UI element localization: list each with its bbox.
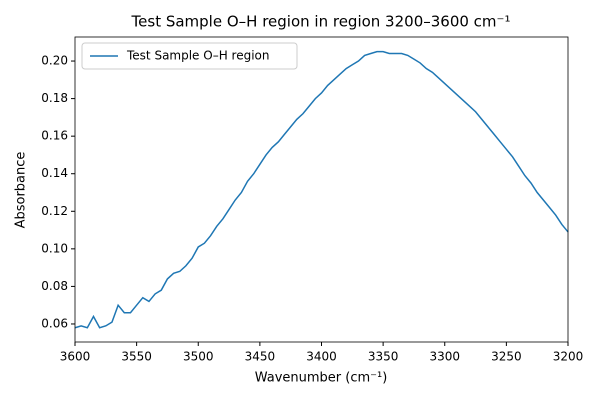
x-tick-label: 3600 xyxy=(60,350,91,364)
y-tick-label: 0.08 xyxy=(41,279,68,293)
y-tick-label: 0.10 xyxy=(41,241,68,255)
y-tick-label: 0.18 xyxy=(41,91,68,105)
x-tick-label: 3200 xyxy=(553,350,584,364)
y-tick-label: 0.12 xyxy=(41,204,68,218)
data-line xyxy=(74,50,569,329)
y-tick-label: 0.06 xyxy=(41,316,68,330)
legend-label: Test Sample O–H region xyxy=(126,49,270,63)
y-axis-label: Absorbance xyxy=(14,152,29,229)
y-tick-label: 0.16 xyxy=(41,129,68,143)
x-tick-label: 3450 xyxy=(245,350,276,364)
x-tick-label: 3500 xyxy=(183,350,214,364)
legend-box xyxy=(81,42,298,70)
x-axis-label: Wavenumber (cm⁻¹) xyxy=(255,371,388,386)
x-tick-label: 3250 xyxy=(491,350,522,364)
x-tick-label: 3350 xyxy=(368,350,399,364)
chart-title: Test Sample O–H region in region 3200–36… xyxy=(131,13,511,31)
x-tick-label: 3300 xyxy=(429,350,460,364)
x-tick-label: 3400 xyxy=(306,350,337,364)
x-tick-label: 3550 xyxy=(121,350,152,364)
y-tick-label: 0.14 xyxy=(41,166,68,180)
y-tick-label: 0.20 xyxy=(41,54,68,68)
plot-frame xyxy=(74,36,569,343)
